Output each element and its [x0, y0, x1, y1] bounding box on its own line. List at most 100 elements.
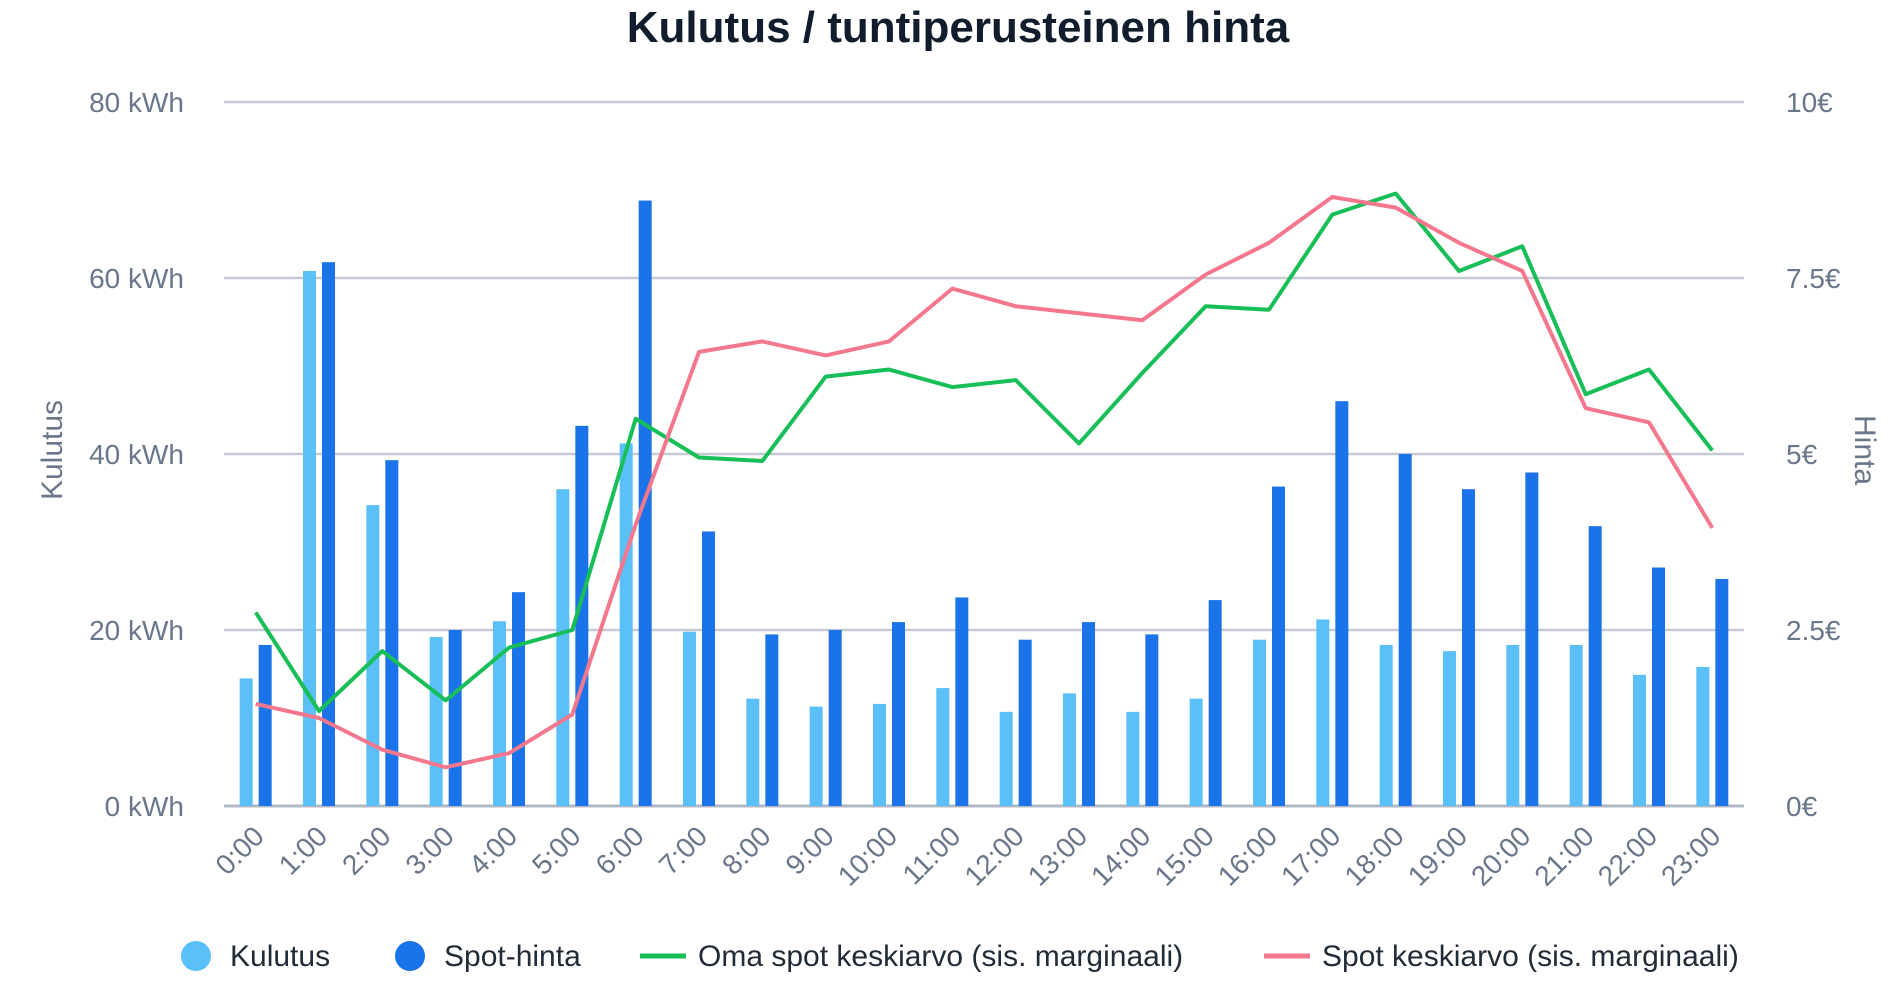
x-tick-label: 4:00	[463, 820, 523, 880]
bar	[322, 262, 335, 806]
bar	[1569, 644, 1583, 806]
bar	[366, 505, 380, 806]
left-tick-label: 0 kWh	[105, 791, 184, 822]
legend-label: Kulutus	[230, 940, 330, 973]
bar	[556, 489, 570, 806]
bar	[1082, 622, 1095, 806]
left-axis-title: Kulutus	[36, 400, 69, 500]
bar	[385, 460, 399, 806]
x-tick-label: 1:00	[273, 820, 333, 880]
legend-label: Spot-hinta	[444, 940, 581, 973]
bar	[619, 443, 633, 806]
x-tick-label: 21:00	[1528, 820, 1599, 891]
x-tick-label: 22:00	[1592, 820, 1663, 891]
bar	[1272, 486, 1285, 806]
lines	[254, 191, 1715, 770]
bar	[1018, 639, 1032, 806]
series-line	[255, 195, 1715, 770]
bar	[746, 698, 760, 806]
bar	[955, 597, 969, 806]
left-axis-ticks: 0 kWh 20 kWh 40 kWh 60 kWh 80 kWh	[89, 87, 184, 822]
x-tick-label: 12:00	[958, 820, 1029, 891]
right-axis-title: Hinta	[1848, 415, 1881, 485]
bar	[765, 634, 779, 806]
bar	[1335, 401, 1349, 806]
x-tick-label: 10:00	[832, 820, 903, 891]
left-tick-label: 40 kWh	[89, 439, 184, 470]
legend: Kulutus Spot-hinta Oma spot keskiarvo (sis…	[181, 940, 1739, 973]
x-tick-label: 6:00	[589, 820, 649, 880]
left-tick-label: 20 kWh	[89, 615, 184, 646]
bar	[936, 688, 950, 806]
right-tick-label: 2.5€	[1786, 615, 1841, 646]
x-tick-label: 5:00	[526, 820, 586, 880]
bar	[1525, 472, 1539, 806]
bar	[892, 622, 905, 806]
series-line	[254, 191, 1714, 713]
right-tick-label: 10€	[1786, 87, 1833, 118]
bar	[702, 531, 715, 806]
x-tick-label: 18:00	[1338, 820, 1409, 891]
x-tick-label: 15:00	[1148, 820, 1219, 891]
bar	[1443, 651, 1456, 806]
bar	[575, 425, 589, 806]
bar	[1652, 567, 1665, 806]
bar	[512, 592, 525, 806]
bar	[1462, 489, 1475, 806]
x-tick-label: 19:00	[1402, 820, 1473, 891]
x-tick-label: 8:00	[716, 820, 776, 880]
bar	[1316, 619, 1330, 806]
bar	[1696, 666, 1710, 806]
bar	[448, 630, 462, 806]
bar	[1063, 693, 1076, 806]
bar	[1398, 454, 1412, 806]
bar	[873, 703, 886, 806]
bar	[809, 706, 823, 806]
bar	[1588, 526, 1602, 806]
bar	[429, 637, 443, 806]
x-tick-label: 11:00	[897, 820, 967, 890]
bar	[828, 630, 842, 806]
chart-title: Kulutus / tuntiperusteinen hinta	[627, 3, 1290, 52]
x-tick-label: 9:00	[779, 820, 839, 880]
right-tick-label: 7.5€	[1786, 263, 1841, 294]
bar	[493, 621, 506, 806]
bar	[1633, 674, 1646, 806]
bar	[1715, 578, 1729, 806]
x-tick-label: 20:00	[1465, 820, 1536, 891]
bar	[1253, 639, 1266, 806]
bar	[258, 644, 272, 806]
x-tick-label: 14:00	[1085, 820, 1156, 891]
right-tick-label: 0€	[1786, 791, 1818, 822]
left-tick-label: 80 kWh	[89, 87, 184, 118]
right-axis-ticks: 0€ 2.5€ 5€ 7.5€ 10€	[1786, 87, 1841, 822]
bar	[1126, 711, 1140, 806]
x-tick-label: 2:00	[336, 820, 396, 880]
bar	[1506, 644, 1520, 806]
x-tick-label: 13:00	[1022, 820, 1093, 891]
right-tick-label: 5€	[1786, 439, 1818, 470]
bar	[1145, 634, 1159, 806]
bar	[1379, 644, 1393, 806]
bar	[303, 270, 316, 807]
bar	[1208, 600, 1222, 806]
x-tick-label: 0:00	[209, 820, 269, 880]
bars	[239, 200, 1729, 807]
legend-marker	[395, 941, 425, 971]
x-tick-label: 3:00	[399, 820, 459, 880]
gridlines	[224, 100, 1744, 808]
legend-marker	[181, 941, 211, 971]
bar	[999, 711, 1013, 806]
legend-label: Oma spot keskiarvo (sis. marginaali)	[698, 940, 1183, 973]
x-tick-label: 17:00	[1275, 820, 1346, 891]
bar	[683, 631, 696, 806]
x-axis-ticks: 0:00 1:00 2:00 3:00 4:00 5:00 6:00 7:00 8:00 9:00…	[209, 820, 1726, 891]
x-tick-label: 23:00	[1655, 820, 1726, 891]
left-tick-label: 60 kWh	[89, 263, 184, 294]
bar	[239, 678, 253, 806]
x-tick-label: 7:00	[653, 820, 713, 880]
x-tick-label: 16:00	[1212, 820, 1283, 891]
legend-label: Spot keskiarvo (sis. marginaali)	[1322, 940, 1739, 973]
bar	[1189, 698, 1203, 806]
